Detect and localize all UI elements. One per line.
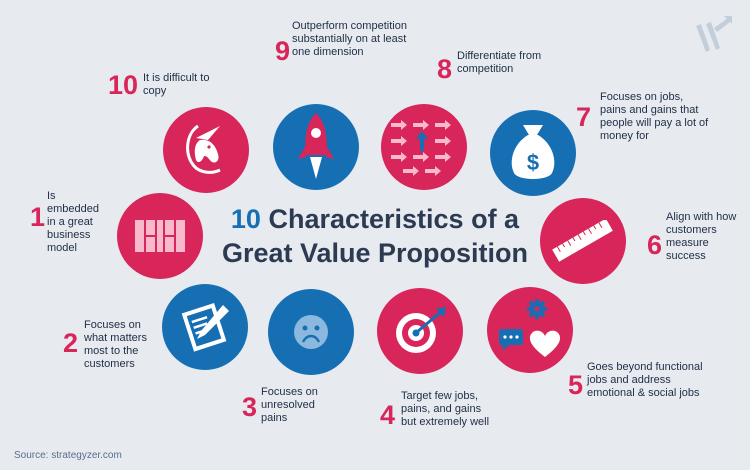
ruler-icon (550, 220, 616, 262)
item-10-number: 10 (108, 70, 139, 100)
rocket-icon (296, 109, 336, 185)
target-arrow-icon (392, 305, 448, 357)
business-model-grid-icon (135, 220, 185, 252)
circle-5 (487, 287, 573, 373)
item-5-label: Goes beyond functional jobs and address … (587, 361, 703, 399)
svg-text:$: $ (527, 150, 539, 175)
item-10-label: It is difficult to copy (143, 72, 210, 97)
item-5-number: 5 (568, 370, 584, 400)
strategyzer-logo-icon (690, 16, 734, 56)
item-4-label: Target few jobs, pains, and gains but ex… (401, 390, 490, 428)
circle-3 (268, 289, 354, 375)
item-8-number: 8 (437, 54, 453, 84)
item-7-number: 7 (576, 102, 592, 132)
arrows-pattern-icon (389, 117, 459, 177)
circle-7: $ (490, 110, 576, 196)
item-3-number: 3 (242, 392, 258, 422)
item-2-label: Focuses on what matters most to the cust… (84, 319, 147, 370)
item-3-label: Focuses on unresolved pains (261, 386, 318, 424)
source-credit: Source: strategyzer.com (14, 450, 122, 461)
title-line2: Great Value Proposition (221, 238, 529, 268)
item-7-label: Focuses on jobs, pains and gains that pe… (600, 91, 709, 142)
item-6-label: Align with how customers measure success (666, 211, 737, 262)
title-line1: Characteristics of a (268, 204, 520, 234)
circle-4 (377, 288, 463, 374)
circle-10 (163, 107, 249, 193)
clipboard-pencil-icon (177, 299, 233, 355)
circle-1 (117, 193, 203, 279)
circle-9 (273, 104, 359, 190)
item-2-number: 2 (63, 328, 79, 358)
circle-2 (162, 284, 248, 370)
circle-6 (540, 198, 626, 284)
unicorn-icon (176, 120, 236, 180)
item-9-label: Outperform competition substantially on … (292, 20, 407, 58)
item-8-label: Differentiate from competition (457, 50, 542, 75)
item-1-label: Is embedded in a great business model (47, 190, 99, 254)
circle-8 (381, 104, 467, 190)
item-6-number: 6 (647, 230, 663, 260)
item-1-number: 1 (30, 202, 46, 232)
page-title: 10 Characteristics of a Great Value Prop… (200, 202, 550, 270)
gear-chat-heart-icon (497, 299, 563, 361)
item-4-number: 4 (380, 400, 396, 430)
money-bag-icon: $ (508, 121, 558, 185)
sad-face-icon (293, 314, 329, 350)
title-number: 10 (230, 204, 261, 234)
item-9-number: 9 (275, 36, 291, 66)
